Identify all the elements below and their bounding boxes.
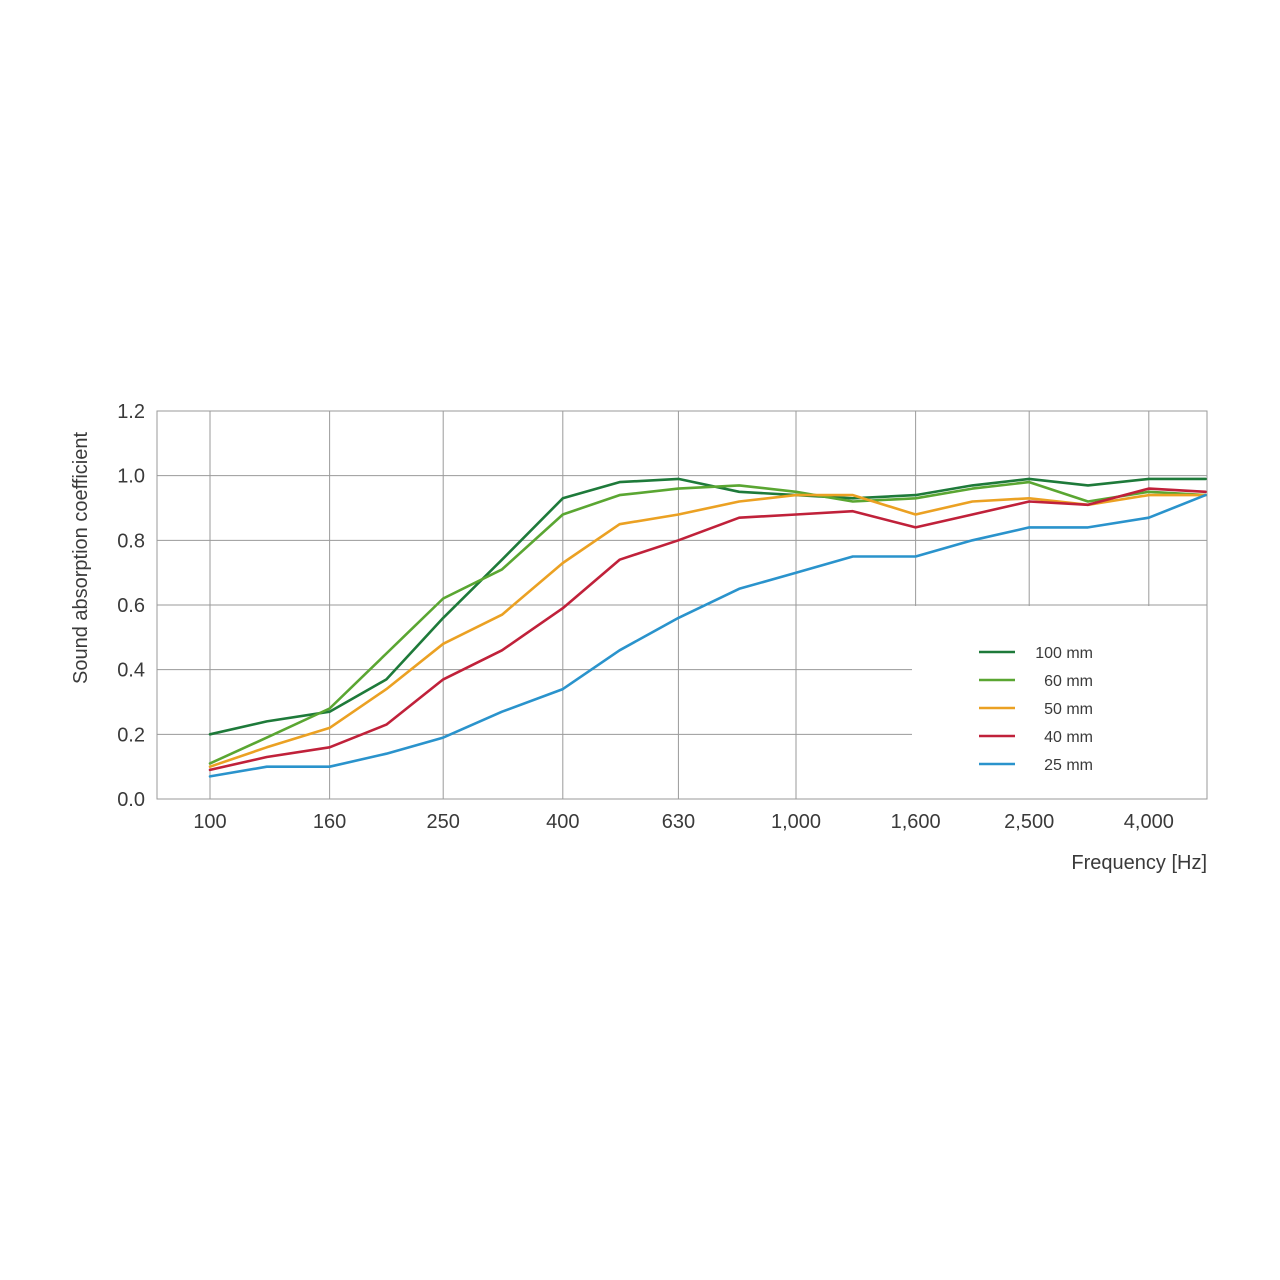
series-line-50mm (208, 493, 1207, 769)
y-tick-label: 1.2 (117, 401, 145, 423)
plot-frame (156, 410, 1208, 800)
legend-label: 60 mm (1044, 673, 1093, 690)
y-tick-label: 0.6 (117, 595, 145, 617)
y-tick-label: 0.8 (117, 530, 145, 552)
y-tick-label: 0.0 (117, 789, 145, 811)
x-tick-label: 160 (313, 811, 346, 833)
y-tick-label: 0.4 (117, 660, 145, 682)
y-axis-title: Sound absorption coefficient (70, 432, 92, 684)
series-line-60mm (208, 480, 1207, 765)
x-tick-label: 400 (546, 811, 579, 833)
y-tick-label: 1.0 (117, 466, 145, 488)
x-tick-label: 2,500 (1004, 811, 1054, 833)
series-lines (208, 477, 1207, 778)
x-axis-title: Frequency [Hz] (1071, 852, 1207, 874)
legend: 100 mm 60 mm 50 mm 40 mm 25 mm (979, 645, 1093, 774)
x-tick-label: 4,000 (1124, 811, 1174, 833)
legend-label: 25 mm (1044, 757, 1093, 774)
x-tick-label: 250 (427, 811, 460, 833)
x-tick-label: 100 (193, 811, 226, 833)
y-axis-ticks: 0.0 0.2 0.4 0.6 0.8 1.0 1.2 (117, 401, 145, 811)
grid (157, 411, 1207, 799)
series-line-40mm (208, 487, 1207, 772)
series-line-100mm (208, 477, 1207, 736)
series-line-25mm (208, 493, 1207, 778)
x-axis-ticks: 100 160 250 400 630 1,000 1,600 2,500 4,000 (193, 811, 1174, 833)
legend-label: 50 mm (1044, 701, 1093, 718)
x-tick-label: 630 (662, 811, 695, 833)
x-tick-label: 1,600 (891, 811, 941, 833)
x-tick-label: 1,000 (771, 811, 821, 833)
legend-label: 40 mm (1044, 729, 1093, 746)
y-tick-label: 0.2 (117, 724, 145, 746)
legend-label: 100 mm (1035, 645, 1093, 662)
